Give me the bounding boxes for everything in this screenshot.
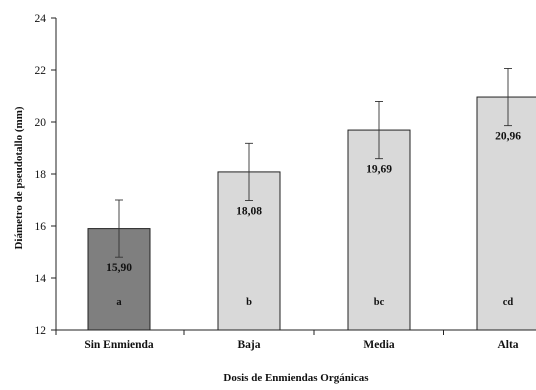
error-bars	[115, 67, 512, 258]
bar-labels: 15,90 a 18,08 b 19,69 bc 20,96 cd	[106, 131, 521, 308]
data-label: 15,90	[106, 262, 132, 274]
data-label: 20,96	[495, 131, 521, 143]
x-axis-title: Dosis de Enmiendas Orgánicas	[223, 372, 369, 384]
y-tick-label: 24	[35, 13, 47, 25]
y-axis-ticks: 12 14 16 18 20 22 24	[35, 13, 56, 337]
y-tick-label: 22	[35, 65, 47, 77]
x-category-label: Alta	[497, 339, 518, 351]
y-tick-label: 12	[35, 325, 47, 337]
bar	[476, 96, 536, 331]
data-label: 19,69	[366, 164, 392, 176]
x-category-label: Sin Enmienda	[84, 339, 154, 351]
y-tick-label: 18	[35, 169, 47, 181]
x-category-label: Baja	[238, 339, 261, 351]
x-category-label: Media	[363, 339, 395, 351]
data-label: 18,08	[236, 206, 262, 218]
y-tick-label: 14	[35, 273, 47, 285]
significance-letter: a	[116, 297, 122, 308]
y-axis-title: Diámetro de pseudotallo (mm)	[13, 106, 25, 249]
significance-letter: bc	[374, 297, 385, 308]
bar	[347, 129, 411, 331]
y-tick-label: 16	[35, 221, 47, 233]
x-axis-categories: Sin Enmienda Baja Media Alta	[84, 339, 518, 351]
significance-letter: b	[246, 297, 252, 308]
y-tick-label: 20	[35, 117, 47, 129]
significance-letter: cd	[503, 297, 514, 308]
bars	[87, 96, 536, 331]
